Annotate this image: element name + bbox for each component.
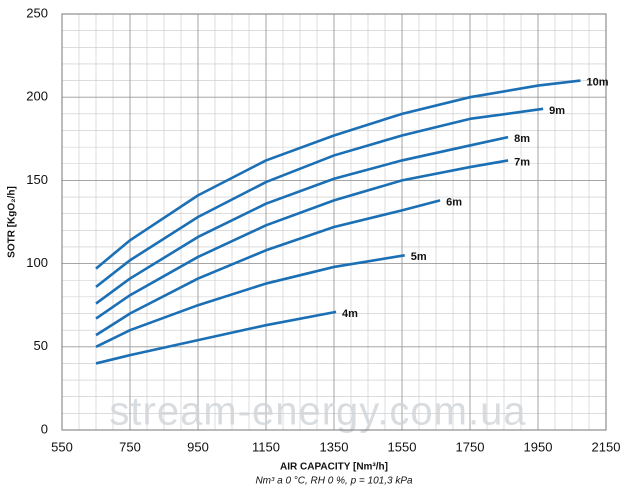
plot-frame <box>61 13 607 431</box>
x-tick-label: 1950 <box>524 439 553 454</box>
series-label: 9m <box>549 105 565 117</box>
series-line <box>95 310 337 365</box>
series-label: 5m <box>411 251 427 263</box>
watermark: stream-energy.com.ua <box>109 390 526 434</box>
y-tick-label: 150 <box>26 172 48 187</box>
x-tick-label: 2150 <box>592 439 621 454</box>
series-line <box>95 79 581 270</box>
series-line <box>95 253 405 348</box>
x-tick-label: 750 <box>119 439 141 454</box>
series-line <box>95 135 509 305</box>
series-label: 7m <box>514 156 530 168</box>
x-axis-label: AIR CAPACITY [Nm³/h] <box>280 462 388 473</box>
y-tick-label: 250 <box>26 5 48 20</box>
series-line <box>95 107 544 288</box>
note: Nm³ a 0 °C, RH 0 %, p = 101,3 kPa <box>255 476 413 487</box>
series-line <box>95 199 441 337</box>
series-label: 10m <box>587 76 609 88</box>
series-label: 4m <box>342 308 358 320</box>
x-tick-label: 1150 <box>252 439 280 454</box>
y-tick-label: 0 <box>41 421 48 436</box>
x-tick-label: 1350 <box>320 439 349 454</box>
x-tick-label: 550 <box>51 439 73 454</box>
y-tick-label: 100 <box>26 255 48 270</box>
grid <box>61 13 607 431</box>
series-line <box>95 159 509 320</box>
x-tick-label: 1550 <box>388 439 417 454</box>
x-tick-label: 950 <box>187 439 209 454</box>
y-axis-label: SOTR [KgO₂/h] <box>7 186 18 258</box>
series-label: 6m <box>446 196 462 208</box>
x-tick-label: 1750 <box>456 439 485 454</box>
y-tick-label: 50 <box>34 338 48 353</box>
series-label: 8m <box>514 133 530 145</box>
y-tick-label: 200 <box>26 89 48 104</box>
